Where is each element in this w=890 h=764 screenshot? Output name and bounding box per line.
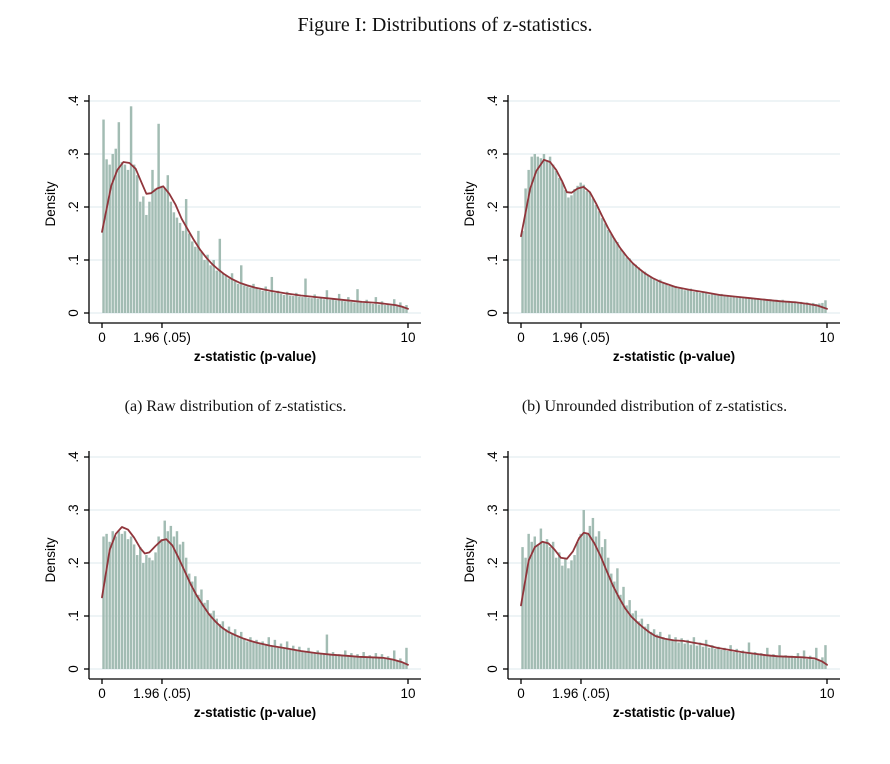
svg-text:10: 10 — [400, 686, 415, 701]
svg-text:z-statistic (p-value): z-statistic (p-value) — [193, 705, 315, 720]
svg-text:10: 10 — [819, 686, 834, 701]
caption-b: (b) Unrounded distribution of z-statisti… — [521, 398, 788, 415]
svg-text:1.96 (.05): 1.96 (.05) — [552, 330, 610, 345]
svg-text:1.96 (.05): 1.96 (.05) — [133, 330, 191, 345]
svg-text:.3: .3 — [485, 504, 500, 515]
svg-text:0: 0 — [517, 686, 525, 701]
svg-text:Density: Density — [462, 537, 477, 582]
svg-text:z-statistic (p-value): z-statistic (p-value) — [612, 349, 734, 364]
svg-text:.3: .3 — [485, 148, 500, 159]
panel-b-chart: 0 .1 .2 .3 .4 0 1.96 (.05) 10 z-statistic (p-val… — [462, 95, 840, 364]
svg-text:z-statistic (p-value): z-statistic (p-value) — [612, 705, 734, 720]
svg-text:0: 0 — [517, 330, 525, 345]
figure-title: Figure I: Distributions of z-statistics. — [297, 14, 593, 36]
svg-text:10: 10 — [819, 330, 834, 345]
svg-text:1.96 (.05): 1.96 (.05) — [552, 686, 610, 701]
svg-text:1.96 (.05): 1.96 (.05) — [133, 686, 191, 701]
svg-text:10: 10 — [400, 330, 415, 345]
svg-text:0: 0 — [98, 330, 106, 345]
svg-text:0: 0 — [485, 309, 500, 317]
svg-text:.1: .1 — [66, 610, 81, 621]
svg-text:.2: .2 — [485, 201, 500, 212]
svg-text:.1: .1 — [485, 610, 500, 621]
caption-a: (a) Raw distribution of z-statistics. — [124, 398, 347, 415]
bottom-panel-row: 0 .1 .2 .3 .4 0 1.96 (.05) 10 z-statistic (p-val… — [0, 437, 890, 733]
svg-text:.2: .2 — [66, 557, 81, 568]
panel-d-chart: 0 .1 .2 .3 .4 0 1.96 (.05) 10 z-statistic (p-val… — [462, 451, 840, 720]
svg-text:.4: .4 — [485, 95, 500, 107]
svg-text:z-statistic (p-value): z-statistic (p-value) — [193, 349, 315, 364]
top-panel-row: 0 .1 .2 .3 .4 0 1.96 (.05) 10 z-statistic (p-val… — [0, 81, 890, 377]
caption-row: (a) Raw distribution of z-statistics. (b… — [0, 377, 890, 437]
panel-a-chart: 0 .1 .2 .3 .4 0 1.96 (.05) 10 z-statistic (p-val… — [43, 95, 421, 364]
svg-text:.4: .4 — [485, 451, 500, 463]
panel-c-chart: 0 .1 .2 .3 .4 0 1.96 (.05) 10 z-statistic (p-val… — [43, 451, 421, 720]
svg-text:Density: Density — [462, 181, 477, 226]
svg-text:.2: .2 — [66, 201, 81, 212]
svg-text:.1: .1 — [66, 254, 81, 265]
svg-text:.4: .4 — [66, 451, 81, 463]
svg-text:0: 0 — [98, 686, 106, 701]
svg-text:0: 0 — [485, 665, 500, 673]
svg-text:.1: .1 — [485, 254, 500, 265]
svg-text:.3: .3 — [66, 148, 81, 159]
svg-text:.3: .3 — [66, 504, 81, 515]
svg-text:.2: .2 — [485, 557, 500, 568]
svg-text:0: 0 — [66, 665, 81, 673]
svg-text:.4: .4 — [66, 95, 81, 107]
svg-text:Density: Density — [43, 537, 58, 582]
svg-text:Density: Density — [43, 181, 58, 226]
svg-text:0: 0 — [66, 309, 81, 317]
paper-figure-page: Figure I: Distributions of z-statistics.… — [0, 14, 890, 733]
